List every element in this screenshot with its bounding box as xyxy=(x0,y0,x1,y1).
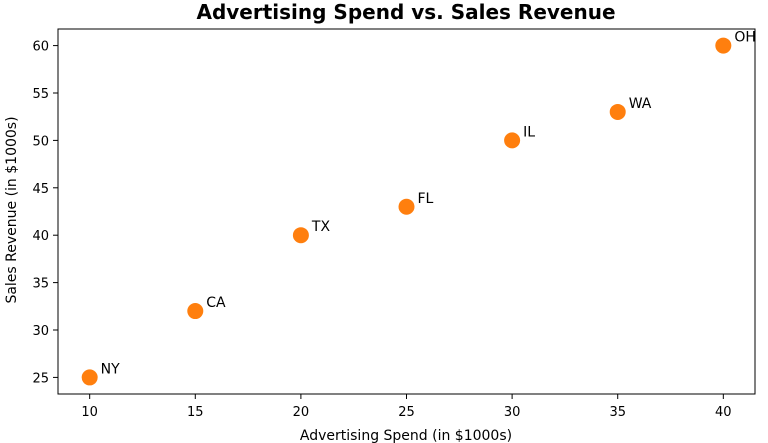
x-tick-label: 15 xyxy=(187,405,204,420)
x-tick-label: 30 xyxy=(504,405,521,420)
y-tick-label: 35 xyxy=(32,277,49,292)
point-label-tx: TX xyxy=(311,219,331,235)
point-label-wa: WA xyxy=(629,96,652,112)
data-point-wa xyxy=(609,103,626,120)
x-tick-label: 10 xyxy=(81,405,98,420)
point-label-fl: FL xyxy=(418,191,434,207)
data-point-oh xyxy=(715,37,732,54)
x-tick-label: 40 xyxy=(715,405,732,420)
point-label-ca: CA xyxy=(206,295,226,311)
y-tick-label: 40 xyxy=(32,229,49,244)
y-tick-label: 60 xyxy=(32,40,49,55)
y-tick-label: 30 xyxy=(32,324,49,339)
point-label-il: IL xyxy=(523,124,535,140)
data-point-ny xyxy=(81,369,98,386)
x-tick-label: 20 xyxy=(293,405,310,420)
x-tick-label: 25 xyxy=(398,405,415,420)
plot-area-frame xyxy=(57,28,756,395)
x-axis-label: Advertising Spend (in $1000s) xyxy=(300,428,512,443)
axis-ticks: 10 15 20 25 30 35 40 25 30 35 40 45 50 55 60 xyxy=(32,40,731,420)
data-points: NY CA TX FL IL WA OH xyxy=(81,30,756,386)
x-tick-label: 35 xyxy=(609,405,626,420)
data-point-ca xyxy=(187,303,204,320)
y-tick-label: 45 xyxy=(32,182,49,197)
chart-title: Advertising Spend vs. Sales Revenue xyxy=(196,0,615,24)
y-axis-label: Sales Revenue (in $1000s) xyxy=(4,116,20,303)
y-tick-label: 50 xyxy=(32,134,49,149)
y-tick-label: 55 xyxy=(32,87,49,102)
y-tick-label: 25 xyxy=(32,371,49,386)
point-label-oh: OH xyxy=(734,30,756,46)
data-point-il xyxy=(504,132,521,149)
data-point-fl xyxy=(398,198,415,215)
data-point-tx xyxy=(292,227,309,244)
point-label-ny: NY xyxy=(101,361,120,377)
